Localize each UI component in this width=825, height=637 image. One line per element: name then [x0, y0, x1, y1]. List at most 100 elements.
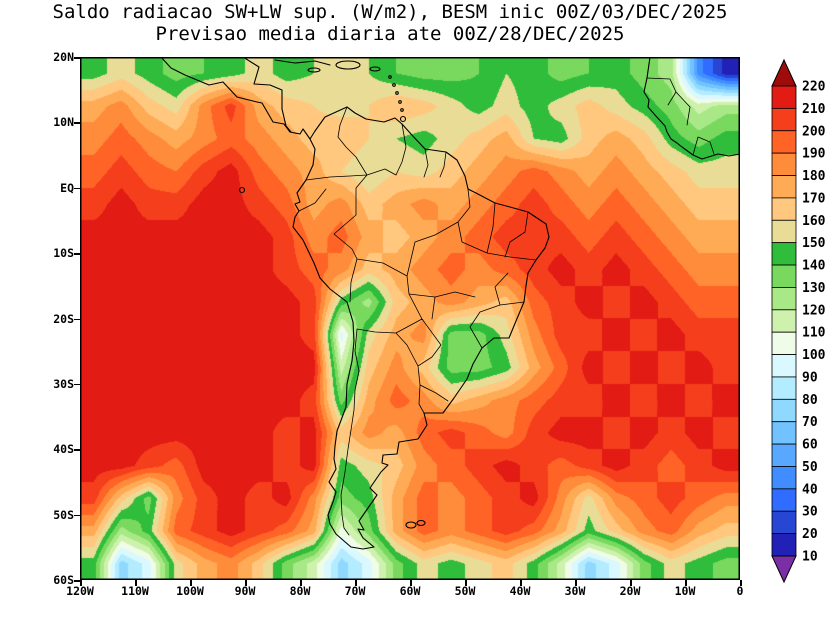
x-tick-mark — [410, 580, 412, 586]
x-tick-label: 30W — [564, 584, 586, 598]
y-tick-mark — [74, 449, 80, 451]
colorbar-band — [771, 219, 797, 244]
colorbar-label: 110 — [802, 326, 825, 341]
cuba-coastline — [274, 59, 331, 66]
colorbar-band — [771, 466, 797, 490]
y-tick-label: 50S — [53, 507, 74, 522]
colorbar-label: 170 — [802, 191, 825, 206]
x-tick-label: 110W — [121, 584, 149, 598]
y-tick-mark — [74, 187, 80, 190]
colorbar-label: 10 — [802, 550, 818, 565]
x-tick-label: 90W — [234, 584, 256, 598]
x-tick-mark — [300, 580, 302, 586]
x-tick-label: 70W — [344, 584, 366, 598]
colorbar-label: 190 — [802, 147, 825, 162]
y-tick-mark — [74, 318, 80, 320]
y-tick-mark — [74, 383, 80, 386]
y-tick-mark — [74, 580, 80, 582]
falkland-islands-west — [405, 521, 417, 529]
y-tick-label: 30S — [53, 376, 74, 391]
y-tick-label: 20S — [53, 311, 74, 326]
falkland-islands-east — [416, 519, 426, 527]
x-tick-label: 50W — [454, 584, 476, 598]
x-tick-mark — [190, 580, 192, 586]
colorbar-label: 40 — [802, 482, 818, 497]
colorbar-band — [771, 376, 797, 400]
x-tick-label: 100W — [176, 584, 204, 598]
x-tick-label: 60W — [399, 584, 421, 598]
chart-subtitle: Previsao media diaria ate 00Z/28/DEC/202… — [155, 23, 625, 45]
colorbar-band — [771, 510, 797, 535]
colorbar-band — [771, 488, 797, 512]
x-tick-mark — [245, 580, 247, 586]
colorbar-band — [771, 152, 797, 176]
y-tick-mark — [74, 57, 80, 59]
x-tick-label: 20W — [619, 584, 641, 598]
x-tick-mark — [80, 580, 82, 586]
y-tick-label: 40S — [53, 442, 74, 457]
colorbar-label: 130 — [802, 281, 825, 296]
colorbar-band — [771, 309, 797, 333]
chart-title: Saldo radiacao SW+LW sup. (W/m2), BESM i… — [52, 1, 728, 23]
y-tick-label: 10S — [53, 246, 74, 261]
colorbar-label: 90 — [802, 370, 818, 385]
colorbar-band — [771, 242, 797, 266]
x-tick-label: 120W — [66, 584, 94, 598]
colorbar-label: 70 — [802, 415, 818, 430]
colorbar-label: 120 — [802, 303, 825, 318]
y-tick-mark — [74, 122, 80, 124]
x-tick-mark — [685, 580, 687, 586]
x-tick-mark — [135, 580, 137, 586]
map-frame — [80, 57, 740, 580]
colorbar-label: 20 — [802, 527, 818, 542]
coastline-overlay — [80, 57, 740, 580]
x-tick-mark — [575, 580, 577, 586]
colorbar-label: 160 — [802, 214, 825, 229]
colorbar-band — [771, 533, 797, 557]
x-tick-label: 10W — [674, 584, 696, 598]
colorbar-label: 220 — [802, 80, 825, 95]
colorbar-label: 100 — [802, 348, 825, 363]
colorbar-label: 140 — [802, 259, 825, 274]
x-tick-label: 80W — [289, 584, 311, 598]
x-tick-mark — [355, 580, 357, 586]
puerto-rico-island — [369, 66, 381, 72]
colorbar-band — [771, 443, 797, 467]
colorbar-band — [771, 354, 797, 378]
africa-coastline — [643, 57, 740, 160]
x-tick-label: 0 — [736, 584, 744, 598]
central-america-coastline — [160, 57, 311, 140]
lesser-antilles-islands — [388, 75, 407, 123]
colorbar-band — [771, 331, 797, 355]
colorbar-label: 30 — [802, 505, 818, 520]
colorbar-band — [771, 175, 797, 199]
y-tick-label: EQ — [60, 180, 74, 195]
colorbar-label: 60 — [802, 438, 818, 453]
colorbar-band — [771, 421, 797, 445]
map-plot-area — [80, 57, 740, 580]
colorbar-band — [771, 85, 797, 109]
radiation-heatmap-canvas — [80, 57, 740, 580]
colorbar-band — [771, 264, 797, 288]
y-tick-label: 60S — [53, 573, 74, 587]
south-america-country-borders — [298, 106, 537, 536]
y-tick-mark — [74, 514, 80, 517]
colorbar-label: 200 — [802, 124, 825, 139]
colorbar-band — [771, 197, 797, 221]
colorbar-label: 180 — [802, 169, 825, 184]
south-america-coastline — [292, 106, 550, 550]
x-tick-mark — [520, 580, 522, 586]
jamaica-island — [307, 67, 321, 73]
y-tick-mark — [74, 253, 80, 255]
colorbar-band — [771, 287, 797, 311]
africa-country-borders — [646, 77, 715, 156]
y-tick-label: 10N — [53, 115, 74, 130]
x-tick-mark — [465, 580, 467, 586]
x-tick-label: 40W — [509, 584, 531, 598]
y-tick-label: 20N — [53, 50, 74, 64]
colorbar-label: 50 — [802, 460, 818, 475]
x-tick-mark — [630, 580, 632, 586]
hispaniola-island — [335, 60, 361, 70]
colorbar-arrow-bottom — [771, 555, 797, 584]
